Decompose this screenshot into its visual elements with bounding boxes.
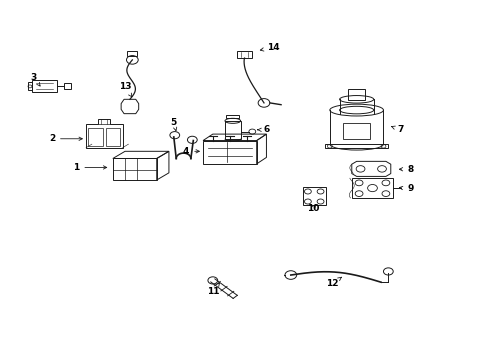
Text: 5: 5 [170,118,177,131]
Text: 3: 3 [31,73,40,86]
Text: 13: 13 [119,82,132,97]
Text: 1: 1 [73,163,106,172]
Text: 2: 2 [49,134,82,143]
Text: 7: 7 [391,125,403,134]
Text: 4: 4 [183,147,199,156]
Text: 10: 10 [306,204,318,213]
Text: 6: 6 [257,125,269,134]
Text: 8: 8 [399,165,412,174]
Text: 14: 14 [260,43,280,52]
Text: 12: 12 [325,277,341,288]
Text: 9: 9 [399,184,413,193]
Text: 11: 11 [206,283,219,296]
